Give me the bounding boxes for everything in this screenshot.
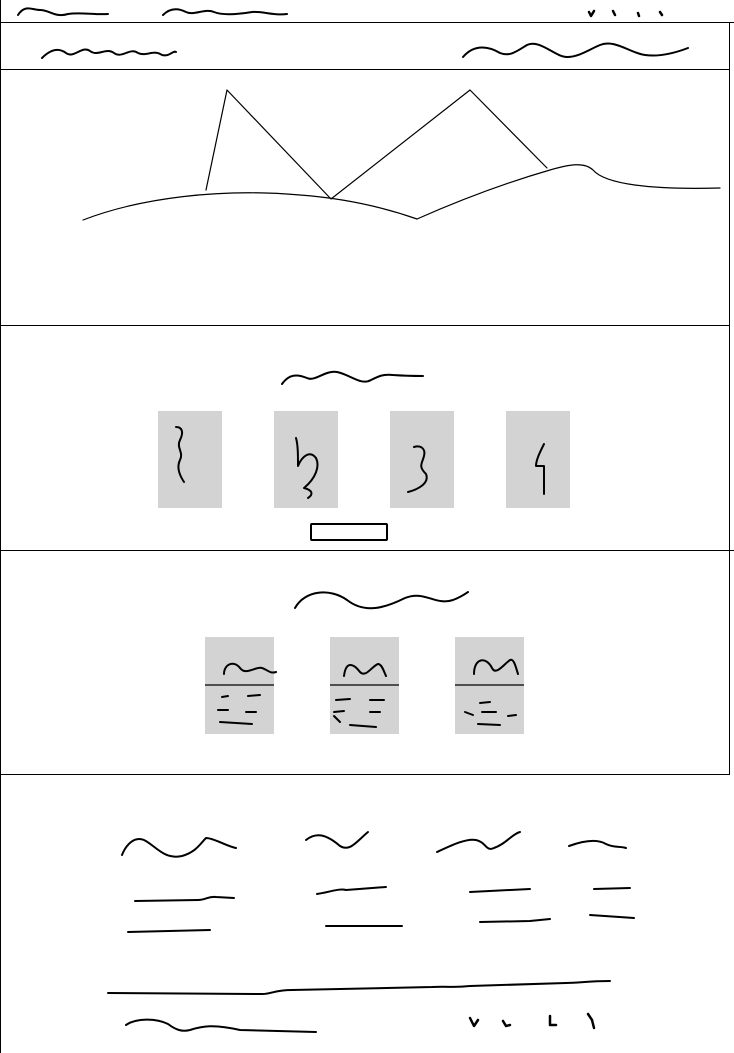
social-icon-4 (586, 1012, 596, 1030)
features-action-button[interactable] (310, 523, 388, 541)
footer-col-3-link-1 (469, 888, 531, 893)
feature-card-glyphs (175, 426, 545, 499)
social-icon-2 (501, 1019, 512, 1028)
footer-col-4-link-1 (593, 887, 631, 890)
feature-card-1[interactable] (158, 411, 222, 508)
divider-pricing (0, 774, 730, 775)
footer-social-icons[interactable] (460, 1010, 610, 1040)
divider-features (0, 550, 734, 551)
footer-col-2-link-1 (316, 886, 387, 895)
divider-header (0, 69, 730, 70)
footer-copyright-text (125, 1018, 317, 1033)
features-heading (281, 370, 424, 385)
footer-col-1-link-1 (134, 895, 235, 902)
frame-right-edge (729, 22, 730, 775)
pricing-heading (294, 591, 469, 610)
pricing-card-contents (205, 658, 524, 728)
header-right-text[interactable] (455, 35, 705, 70)
footer-bottom-rule (107, 980, 611, 995)
top-bar-icons[interactable] (587, 9, 664, 18)
divider-top-bar (0, 22, 734, 23)
footer-col-1-title (121, 837, 237, 858)
header-logo-text[interactable] (30, 35, 190, 70)
frame-left-edge (0, 0, 1, 1053)
feature-card-2[interactable] (274, 411, 338, 508)
social-icon-3 (548, 1014, 558, 1027)
footer-col-4-title (568, 839, 627, 849)
top-bar-text-1[interactable] (0, 0, 734, 22)
footer-col-3-title (436, 831, 521, 853)
footer-col-3-link-2 (479, 918, 551, 923)
footer-col-2-title (305, 831, 369, 849)
hero-mountain-illustration (82, 89, 721, 221)
footer-col-4-link-2 (589, 914, 635, 919)
divider-hero (0, 325, 730, 326)
footer-columns (121, 831, 635, 933)
social-icon-1 (468, 1016, 480, 1028)
footer-col-1-link-2 (127, 929, 211, 933)
